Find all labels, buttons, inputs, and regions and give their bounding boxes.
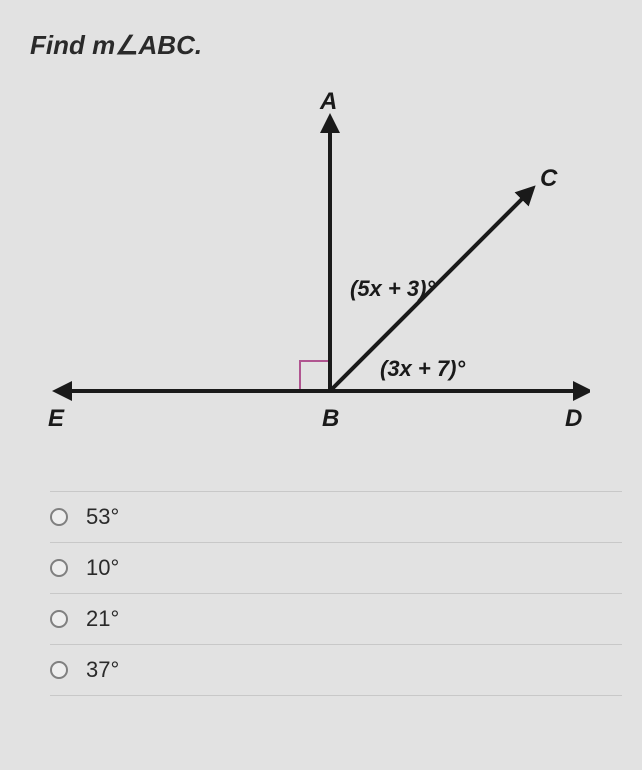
svg-text:(5x + 3)°: (5x + 3)° — [350, 276, 435, 301]
question-suffix: . — [195, 30, 202, 60]
option-row[interactable]: 37° — [50, 644, 622, 696]
svg-text:B: B — [322, 405, 339, 432]
radio-icon[interactable] — [50, 661, 68, 679]
svg-text:A: A — [319, 88, 337, 115]
diagram-svg: E D A C B (5x + 3)° (3x + 7)° — [30, 81, 590, 461]
question-prefix: Find m — [30, 30, 115, 60]
angle-symbol: ∠ — [115, 30, 138, 60]
option-label: 37° — [86, 657, 119, 683]
radio-icon[interactable] — [50, 508, 68, 526]
angle-diagram: E D A C B (5x + 3)° (3x + 7)° — [30, 81, 590, 461]
option-row[interactable]: 21° — [50, 593, 622, 644]
question-prompt: Find m∠ABC. — [30, 30, 622, 61]
svg-text:D: D — [565, 405, 582, 432]
option-row[interactable]: 10° — [50, 542, 622, 593]
option-row[interactable]: 53° — [50, 491, 622, 542]
option-label: 53° — [86, 504, 119, 530]
worksheet-page: Find m∠ABC. E D A C B (5x + 3)° (3x + 7)° 53° … — [0, 0, 642, 770]
radio-icon[interactable] — [50, 610, 68, 628]
option-label: 21° — [86, 606, 119, 632]
svg-text:C: C — [540, 165, 558, 192]
angle-name: ABC — [139, 30, 195, 60]
answer-options: 53° 10° 21° 37° — [50, 491, 622, 696]
option-label: 10° — [86, 555, 119, 581]
svg-text:(3x + 7)°: (3x + 7)° — [380, 356, 465, 381]
svg-text:E: E — [48, 405, 65, 432]
radio-icon[interactable] — [50, 559, 68, 577]
